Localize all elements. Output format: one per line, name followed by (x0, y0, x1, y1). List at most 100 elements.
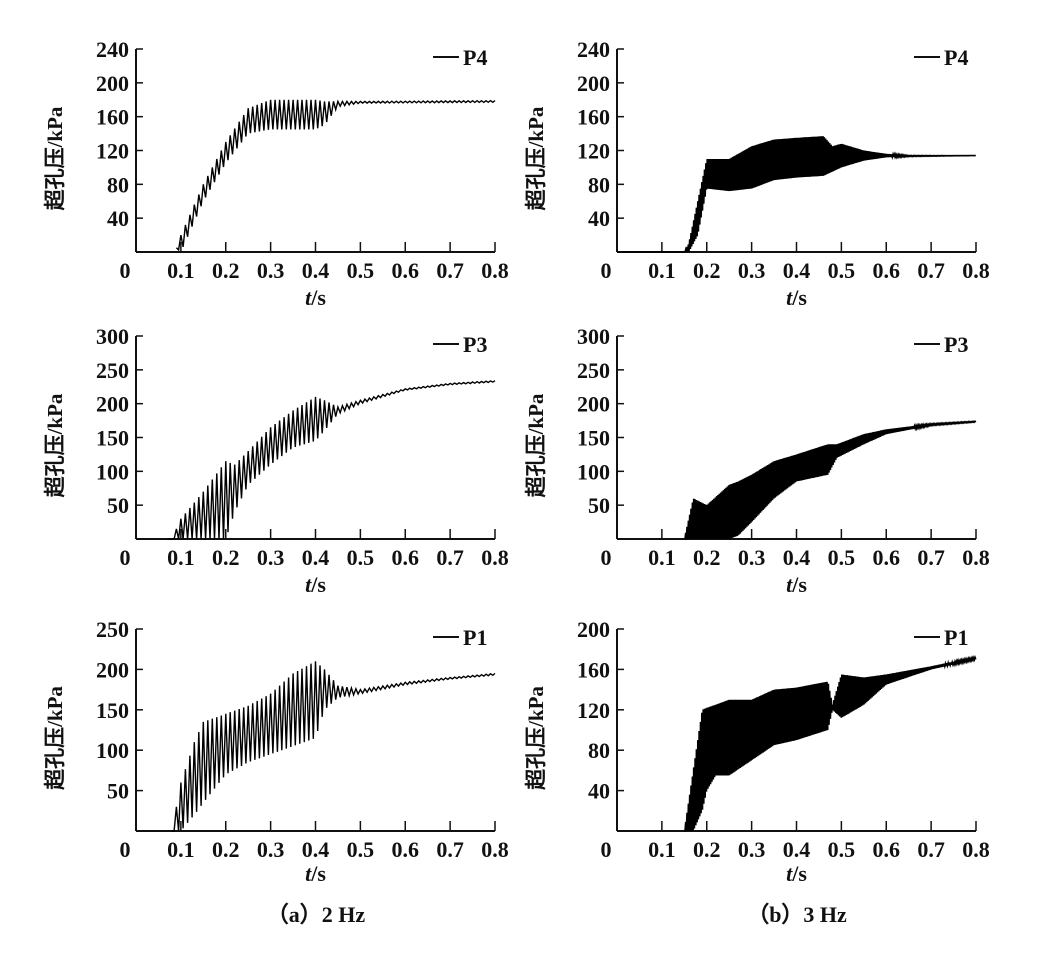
x-tick-label: 0.2 (693, 545, 721, 570)
subplot-a-p1: 0 0.1 0.2 0.3 0.4 0.5 0.6 0.7 0.8 50 100 150 200 250 t… (43, 617, 509, 886)
x-tick-label: 0.4 (302, 545, 330, 570)
x-axis-label-var: t (786, 285, 793, 310)
y-tick-label: 100 (577, 459, 610, 484)
series-line-p4 (617, 136, 976, 253)
y-tick-label: 100 (96, 459, 129, 484)
caption-a: （a）2 Hz (267, 902, 366, 927)
y-tick-label: 150 (577, 426, 610, 451)
x-tick-label: 0.1 (648, 837, 676, 862)
x-tick-label: 0.2 (212, 545, 240, 570)
x-axis-label-unit: /s (310, 285, 326, 310)
y-axis-label: 超孔压/kPa (524, 393, 548, 497)
y-tick-label: 300 (577, 324, 610, 349)
x-tick-label: 0.5 (828, 545, 856, 570)
y-tick-label: 160 (577, 105, 610, 130)
y-tick-label: 50 (107, 493, 129, 518)
y-tick-label: 160 (577, 657, 610, 682)
x-axis-label: t/s (305, 285, 326, 310)
series-line-p1 (171, 661, 496, 832)
x-tick-label: 0.2 (693, 837, 721, 862)
x-tick-label: 0.7 (917, 258, 945, 283)
y-tick-label: 40 (588, 206, 610, 231)
x-tick-label: 0.3 (257, 258, 285, 283)
x-tick-label: 0.6 (392, 258, 420, 283)
x-tick-label: 0 (120, 837, 131, 862)
x-tick-label: 0.1 (167, 837, 195, 862)
y-tick-label: 50 (588, 493, 610, 518)
legend-label: P1 (944, 625, 968, 650)
x-tick-label: 0.6 (873, 258, 901, 283)
series-line-p3 (167, 380, 496, 540)
y-tick-label: 300 (96, 324, 129, 349)
x-axis-label-unit: /s (791, 861, 807, 886)
y-tick-label: 150 (96, 698, 129, 723)
series-line-p1 (684, 654, 977, 832)
x-tick-label: 0.4 (783, 837, 811, 862)
y-tick-label: 250 (96, 617, 129, 642)
y-tick-label: 250 (96, 358, 129, 383)
x-tick-label: 0.1 (167, 545, 195, 570)
series-line-p3 (684, 420, 977, 540)
x-tick-label: 0.8 (481, 545, 509, 570)
y-tick-label: 50 (107, 779, 129, 804)
y-tick-label: 100 (96, 738, 129, 763)
x-axis-label-var: t (305, 572, 312, 597)
subplot-b-p3: 0 0.1 0.2 0.3 0.4 0.5 0.6 0.7 0.8 50 100 150 200 250 3… (524, 324, 990, 597)
x-tick-label: 0.5 (347, 837, 375, 862)
x-tick-label: 0 (120, 258, 131, 283)
y-tick-label: 80 (107, 172, 129, 197)
x-tick-label: 0.2 (693, 258, 721, 283)
x-tick-label: 0.1 (648, 258, 676, 283)
x-tick-label: 0.7 (436, 545, 464, 570)
x-tick-label: 0.6 (873, 545, 901, 570)
y-tick-label: 80 (588, 172, 610, 197)
x-tick-label: 0.1 (648, 545, 676, 570)
y-tick-label: 200 (96, 392, 129, 417)
y-tick-label: 200 (577, 71, 610, 96)
x-axis-label: t/s (786, 572, 807, 597)
x-tick-label: 0 (601, 545, 612, 570)
subplot-a-p4: 0 0.1 0.2 0.3 0.4 0.5 0.6 0.7 0.8 40 80 120 160 200 24… (43, 37, 509, 310)
y-tick-label: 40 (588, 779, 610, 804)
legend-label: P3 (463, 332, 487, 357)
legend-label: P4 (944, 45, 968, 70)
x-axis-label-unit: /s (791, 572, 807, 597)
x-tick-label: 0.4 (783, 545, 811, 570)
x-axis-label: t/s (786, 861, 807, 886)
x-tick-label: 0 (120, 545, 131, 570)
x-tick-label: 0.8 (962, 837, 990, 862)
y-tick-label: 80 (588, 738, 610, 763)
x-tick-label: 0.3 (257, 837, 285, 862)
y-tick-label: 240 (96, 37, 129, 62)
y-axis-label: 超孔压/kPa (524, 686, 548, 790)
series-line-p4 (175, 99, 496, 252)
x-tick-label: 0.3 (738, 837, 766, 862)
x-axis-label-var: t (305, 285, 312, 310)
x-tick-label: 0.4 (783, 258, 811, 283)
x-tick-label: 0.6 (873, 837, 901, 862)
legend-label: P3 (944, 332, 968, 357)
x-tick-label: 0.6 (392, 837, 420, 862)
y-tick-label: 200 (96, 657, 129, 682)
y-tick-label: 150 (96, 426, 129, 451)
y-tick-label: 200 (577, 617, 610, 642)
x-tick-label: 0 (601, 837, 612, 862)
x-tick-label: 0 (601, 258, 612, 283)
x-tick-label: 0.7 (436, 258, 464, 283)
x-axis-label-unit: /s (310, 861, 326, 886)
x-tick-label: 0.8 (481, 837, 509, 862)
x-tick-label: 0.8 (962, 545, 990, 570)
caption-b: （b）3 Hz (747, 902, 847, 927)
x-tick-label: 0.5 (828, 258, 856, 283)
x-tick-label: 0.3 (257, 545, 285, 570)
y-tick-label: 200 (577, 392, 610, 417)
x-axis-label-var: t (786, 572, 793, 597)
x-axis-label-var: t (786, 861, 793, 886)
x-axis-label: t/s (305, 572, 326, 597)
x-axis-label-var: t (305, 861, 312, 886)
x-tick-label: 0.3 (738, 545, 766, 570)
y-tick-label: 120 (577, 698, 610, 723)
x-axis-label: t/s (786, 285, 807, 310)
y-axis-label: 超孔压/kPa (43, 106, 67, 210)
